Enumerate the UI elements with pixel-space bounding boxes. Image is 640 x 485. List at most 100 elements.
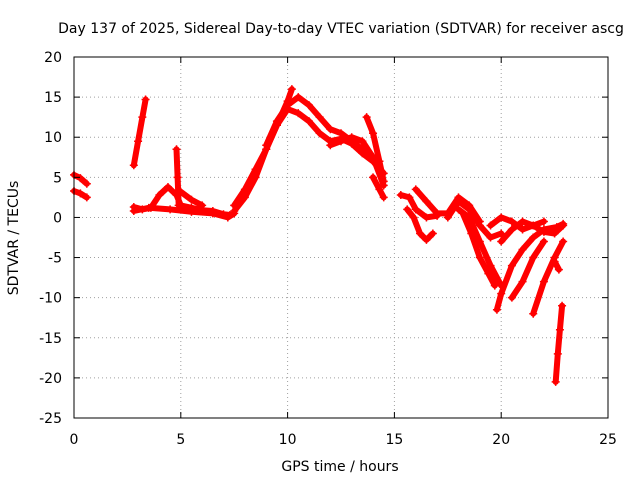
data-point-marker xyxy=(518,217,527,226)
data-point-marker xyxy=(539,277,548,286)
data-point-marker xyxy=(529,233,538,242)
series-arc-3 xyxy=(129,95,150,170)
data-point-marker xyxy=(379,177,388,186)
series-trace xyxy=(130,96,149,169)
data-point-marker xyxy=(240,193,249,202)
data-point-marker xyxy=(518,245,527,254)
data-point-marker xyxy=(475,253,484,262)
data-point-marker xyxy=(422,197,431,206)
y-tick-label: -20 xyxy=(39,371,62,387)
data-point-marker xyxy=(358,137,367,146)
data-point-marker xyxy=(396,190,405,199)
data-series xyxy=(70,85,568,386)
series-arc-25 xyxy=(550,257,563,274)
data-point-marker xyxy=(129,161,138,170)
data-point-marker xyxy=(187,207,196,216)
x-axis-label: GPS time / hours xyxy=(281,459,398,475)
series-arc-19 xyxy=(458,209,499,290)
data-point-marker xyxy=(484,269,493,278)
data-point-marker xyxy=(129,207,138,216)
series-arc-15 xyxy=(403,205,437,244)
data-point-marker xyxy=(369,173,378,182)
data-point-marker xyxy=(230,207,239,216)
data-point-marker xyxy=(553,349,562,358)
series-arc-22 xyxy=(497,217,568,246)
series-arc-14 xyxy=(396,190,442,222)
y-tick-labels: -25 -20 -15 -10 -5 0 5 10 15 20 xyxy=(39,50,62,427)
data-point-marker xyxy=(507,293,516,302)
data-point-marker xyxy=(539,237,548,246)
series-trace xyxy=(508,238,547,301)
data-point-marker xyxy=(559,237,568,246)
data-point-marker xyxy=(409,213,418,222)
data-point-marker xyxy=(497,289,506,298)
series-arc-11 xyxy=(326,133,388,190)
data-point-marker xyxy=(507,225,516,234)
data-point-marker xyxy=(326,125,335,134)
data-point-marker xyxy=(144,203,153,212)
data-point-marker xyxy=(529,309,538,318)
series-arc-5 xyxy=(129,203,239,222)
data-point-marker xyxy=(411,185,420,194)
series-arc-9 xyxy=(230,105,388,216)
y-tick-label: 15 xyxy=(44,90,62,106)
data-point-marker xyxy=(375,157,384,166)
series-arc-6 xyxy=(172,145,183,210)
data-point-marker xyxy=(507,261,516,270)
x-tick-label: 20 xyxy=(492,432,510,448)
data-point-marker xyxy=(272,117,281,126)
data-point-marker xyxy=(518,225,527,234)
data-point-marker xyxy=(82,179,91,188)
data-point-marker xyxy=(347,133,356,142)
x-tick-label: 10 xyxy=(279,432,297,448)
data-point-marker xyxy=(304,117,313,126)
data-point-marker xyxy=(550,257,559,266)
data-point-marker xyxy=(163,182,172,191)
y-tick-label: 0 xyxy=(53,210,62,226)
data-point-marker xyxy=(166,205,175,214)
data-point-marker xyxy=(422,213,431,222)
data-point-marker xyxy=(82,193,91,202)
data-point-marker xyxy=(294,93,303,102)
data-point-marker xyxy=(529,253,538,262)
y-tick-label: -5 xyxy=(48,251,62,267)
data-point-marker xyxy=(411,205,420,214)
data-point-marker xyxy=(155,190,164,199)
data-point-marker xyxy=(428,229,437,238)
data-point-marker xyxy=(287,85,296,94)
y-tick-label: 10 xyxy=(44,130,62,146)
data-point-marker xyxy=(497,237,506,246)
data-point-marker xyxy=(555,325,564,334)
data-point-marker xyxy=(315,129,324,138)
data-point-marker xyxy=(315,113,324,122)
data-point-marker xyxy=(443,213,452,222)
axis-ticks xyxy=(73,56,609,419)
data-point-marker xyxy=(550,229,559,238)
series-arc-7 xyxy=(176,187,207,210)
data-point-marker xyxy=(174,201,183,210)
data-point-marker xyxy=(172,145,181,154)
series-trace xyxy=(363,114,387,185)
data-point-marker xyxy=(337,137,345,146)
data-point-marker xyxy=(141,95,150,104)
x-tick-label: 5 xyxy=(176,432,185,448)
x-tick-label: 0 xyxy=(70,432,79,448)
data-point-marker xyxy=(486,233,495,242)
data-point-marker xyxy=(454,205,463,214)
y-tick-label: 20 xyxy=(44,50,62,66)
data-point-marker xyxy=(518,277,527,286)
y-tick-label: 5 xyxy=(53,170,62,186)
series-arc-24 xyxy=(529,237,568,318)
y-axis-label: SDTVAR / TECUs xyxy=(6,181,22,296)
series-arc-17 xyxy=(443,197,506,242)
data-point-marker xyxy=(529,221,538,230)
series-arc-13 xyxy=(369,173,388,202)
series-trace xyxy=(552,302,566,385)
y-tick-label: -15 xyxy=(39,331,62,347)
series-arc-23 xyxy=(507,237,548,302)
series-arc-10 xyxy=(262,93,378,162)
y-tick-label: -25 xyxy=(39,411,62,427)
series-arc-26 xyxy=(551,301,567,386)
